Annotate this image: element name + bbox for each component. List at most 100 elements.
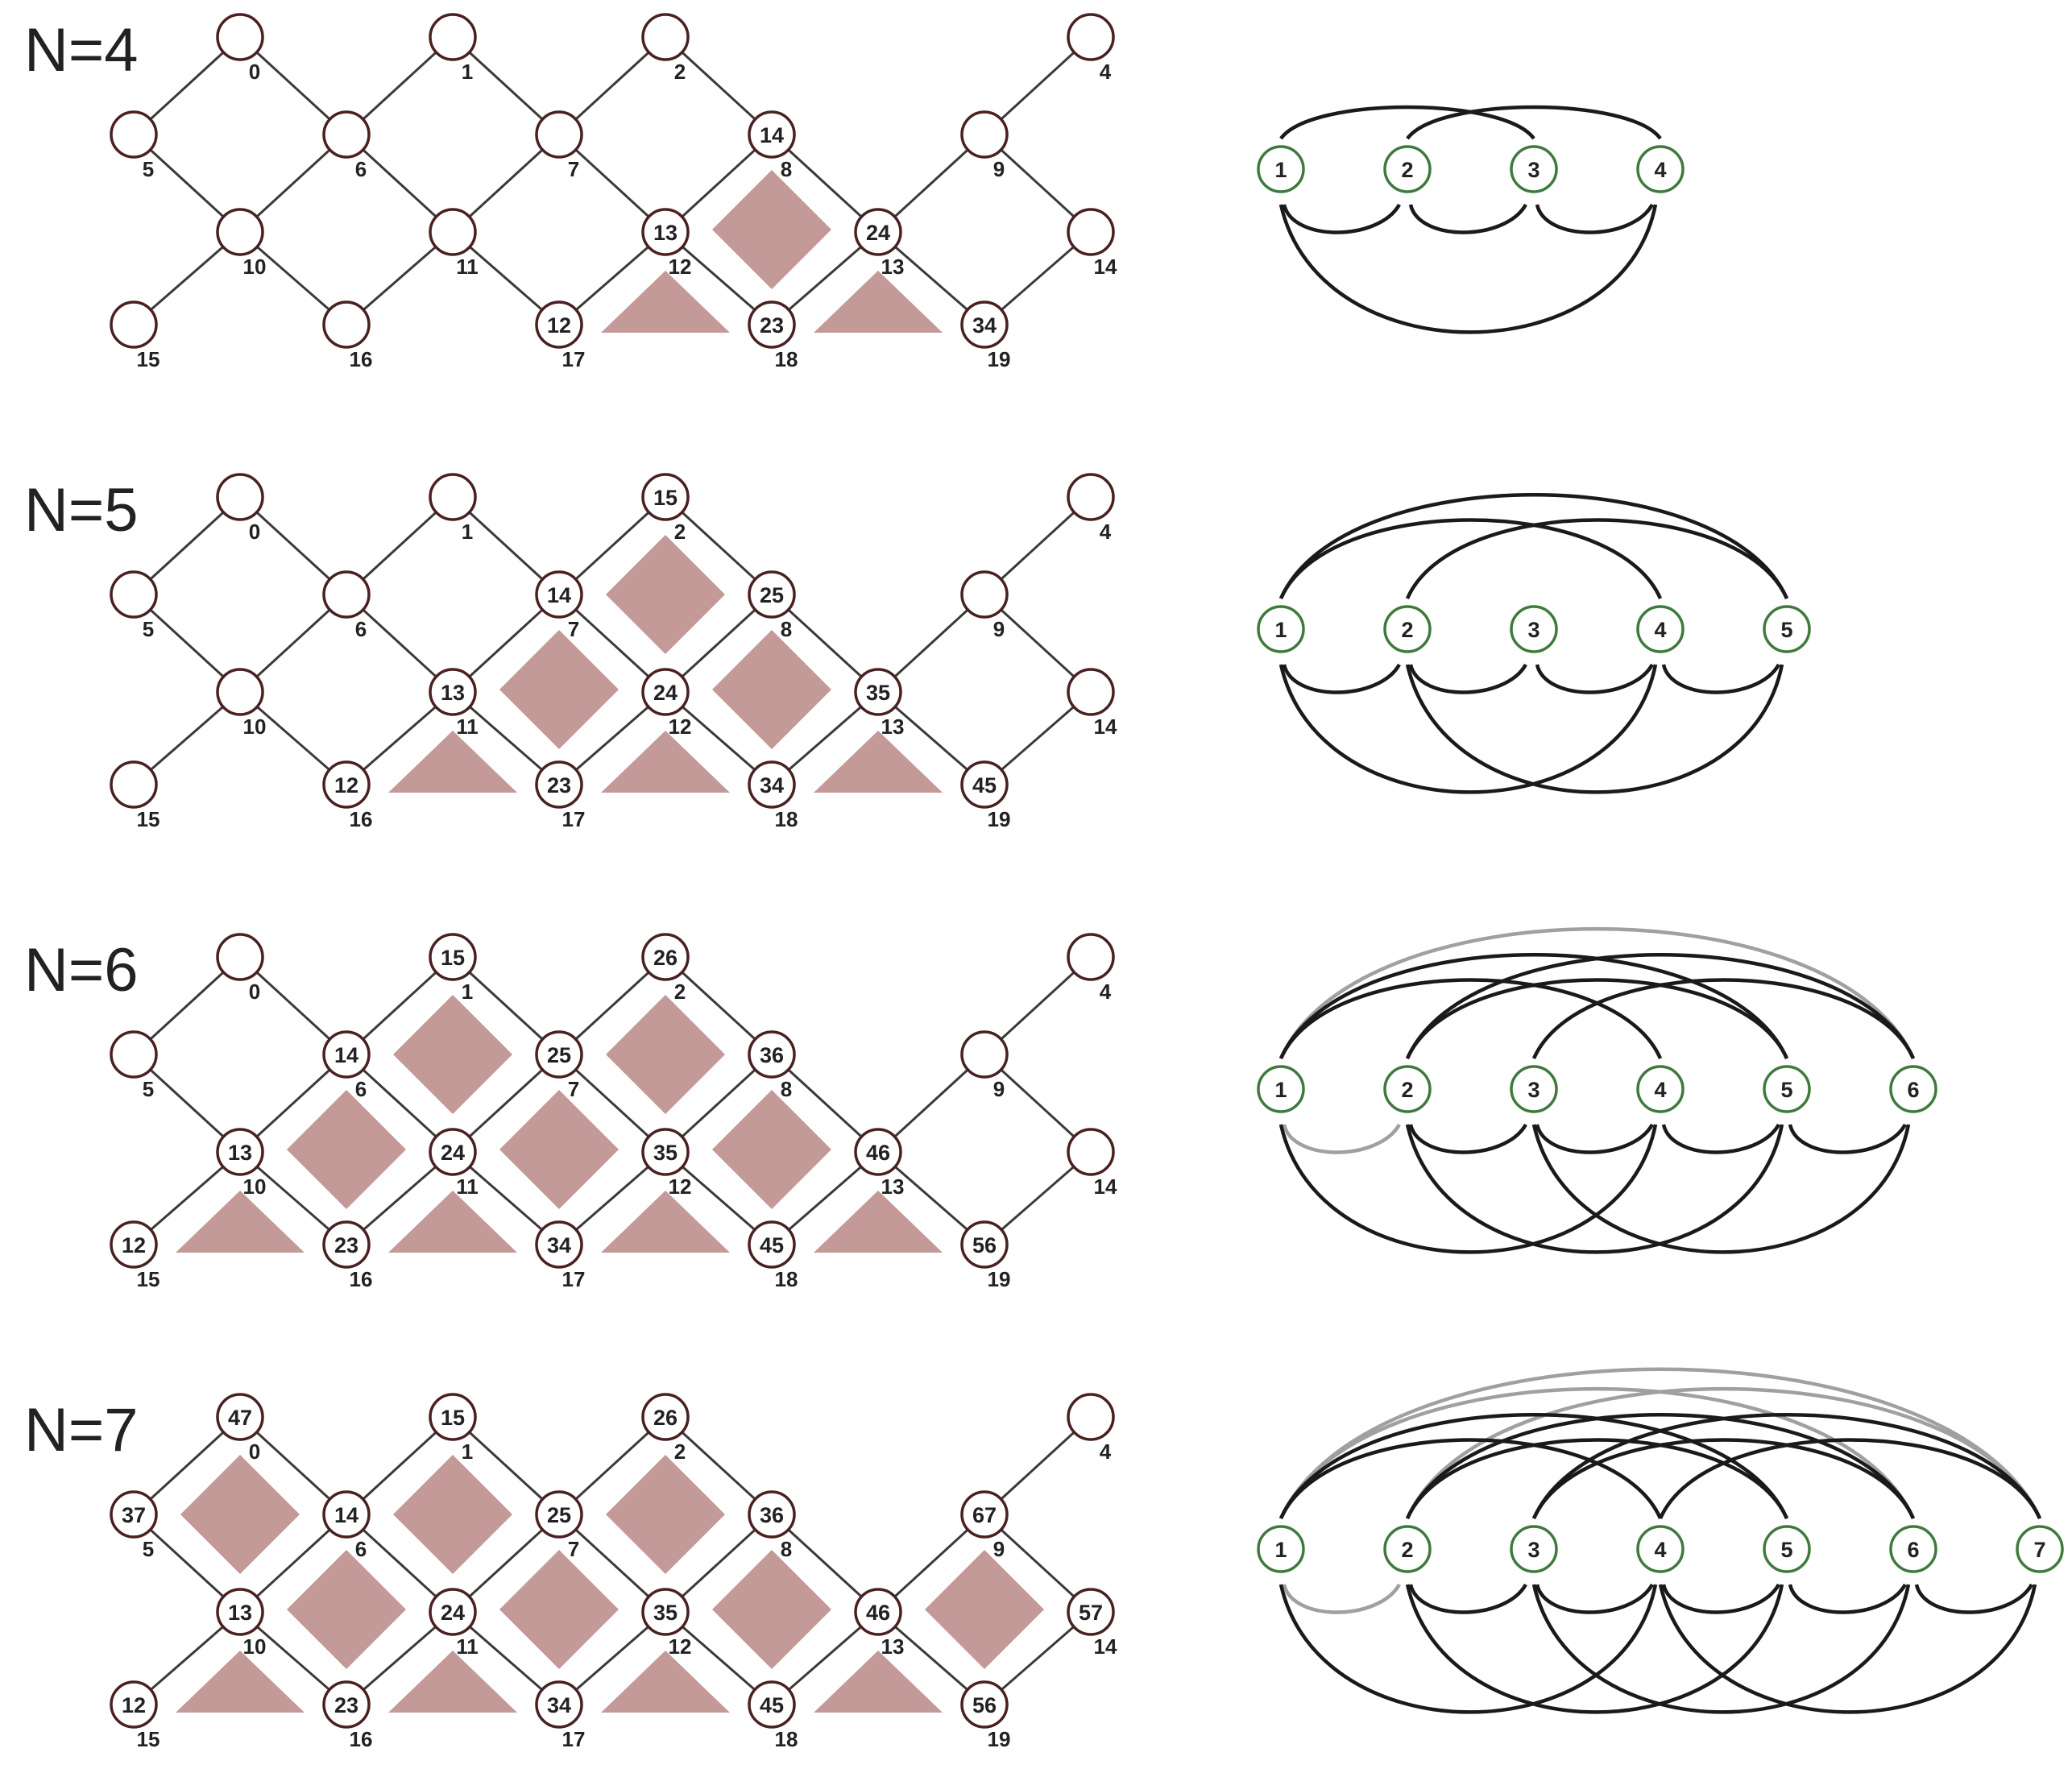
node-circle [748,300,796,349]
arc-node-label: 3 [1527,618,1539,642]
arc-node-1: 1 [1257,145,1305,193]
arc-1-2 [1282,1583,1401,1614]
lattice-node-7: 257 [535,1490,583,1561]
node-index: 1 [462,520,473,544]
node-label: 24 [441,1601,465,1625]
arc-diagram: 1 2 3 4 [1257,105,1685,334]
node-label: 25 [547,1503,571,1527]
lattice-node-6: 146 [322,1490,371,1561]
arc-1-2 [1282,1123,1401,1154]
node-circle [110,1490,158,1539]
arc-1-7 [1278,1367,2042,1519]
arc-diagram: 1 2 3 4 5 [1257,493,1811,794]
lattice-node-6: 146 [322,1030,371,1101]
panel-title: N=7 [24,1396,139,1464]
arc-2-3 [1408,1123,1527,1154]
lattice-edge [345,133,454,234]
node-index: 10 [243,255,267,279]
node-circle [748,1030,796,1079]
arc-node-circle [1257,1525,1305,1573]
lattice-edge [238,495,348,596]
node-circle [535,570,583,619]
arc-3-6 [1531,978,1916,1059]
arc-4-7 [1658,1438,2042,1519]
lattice-node-8: 258 [748,570,796,641]
node-index: 6 [355,1077,367,1101]
node-circle [429,208,477,256]
arc-node-2: 2 [1383,145,1432,193]
node-index: 0 [249,520,260,544]
node-label: 35 [653,1601,678,1625]
arc-3-6 [1531,1584,1911,1714]
lattice-edge [238,35,348,136]
lattice-edge [876,133,986,234]
node-circle [1067,933,1115,981]
node-circle [960,760,1009,809]
node-circle [854,208,902,256]
node-circle [110,760,158,809]
node-circle [429,1588,477,1636]
node-index: 16 [350,1267,373,1291]
arc-node-circle [1257,145,1305,193]
arc-4-5 [1661,1583,1780,1614]
arc-node-circle [1510,1525,1558,1573]
lattice-edge [132,1513,242,1614]
plaquette-diamond-7-11-12-17 [499,1550,619,1669]
arc-node-circle [1889,1525,1937,1573]
node-circle [854,1128,902,1176]
lattice-edge [557,593,667,694]
arc-diagram: 1 2 3 4 5 6 7 [1257,1367,2064,1714]
arc-1-6 [1278,1387,1916,1519]
lattice-node-8: 368 [748,1030,796,1101]
arc-node-label: 2 [1401,1538,1413,1562]
node-circle [854,1588,902,1636]
arc-3-4 [1535,663,1654,694]
plaquette-diamond-8-12-13-18 [712,1090,831,1209]
arc-2-3 [1408,203,1527,234]
node-index: 15 [137,347,160,371]
node-circle [216,1393,264,1441]
arc-diagram: 1 2 3 4 5 6 [1257,927,1937,1254]
lattice-edge [876,1513,986,1614]
arc-node-circle [1763,1065,1811,1113]
arc-node-3: 3 [1510,1065,1558,1113]
node-index: 12 [669,255,692,279]
arc-6-7 [1914,1583,2033,1614]
node-label: 36 [760,1043,784,1067]
arc-node-label: 5 [1780,618,1792,642]
node-circle [216,473,264,521]
lattice-node-2: 262 [641,933,690,1004]
node-circle [641,13,690,61]
node-index: 17 [562,1267,586,1291]
lattice-edge [238,593,348,694]
node-circle [748,570,796,619]
lattice-edge [451,133,561,234]
node-index: 7 [568,1077,579,1101]
lattice-edge [132,955,242,1056]
lattice-node-0: 470 [216,1393,264,1464]
arc-node-1: 1 [1257,1525,1305,1573]
arc-node-circle [1510,605,1558,653]
arc-node-3: 3 [1510,145,1558,193]
arc-node-label: 3 [1527,158,1539,182]
node-label: 24 [441,1141,465,1165]
node-circle [960,1030,1009,1079]
node-index: 12 [669,1174,692,1199]
lattice-node-1: 151 [429,933,477,1004]
arc-node-2: 2 [1383,605,1432,653]
arc-node-4: 4 [1636,1065,1685,1113]
lattice-edge [132,1053,242,1154]
lattice-edge [345,955,454,1056]
lattice-node-9: 9 [960,1030,1009,1101]
node-circle [216,668,264,716]
plaquette-triangle-13-18-19 [814,1651,943,1713]
